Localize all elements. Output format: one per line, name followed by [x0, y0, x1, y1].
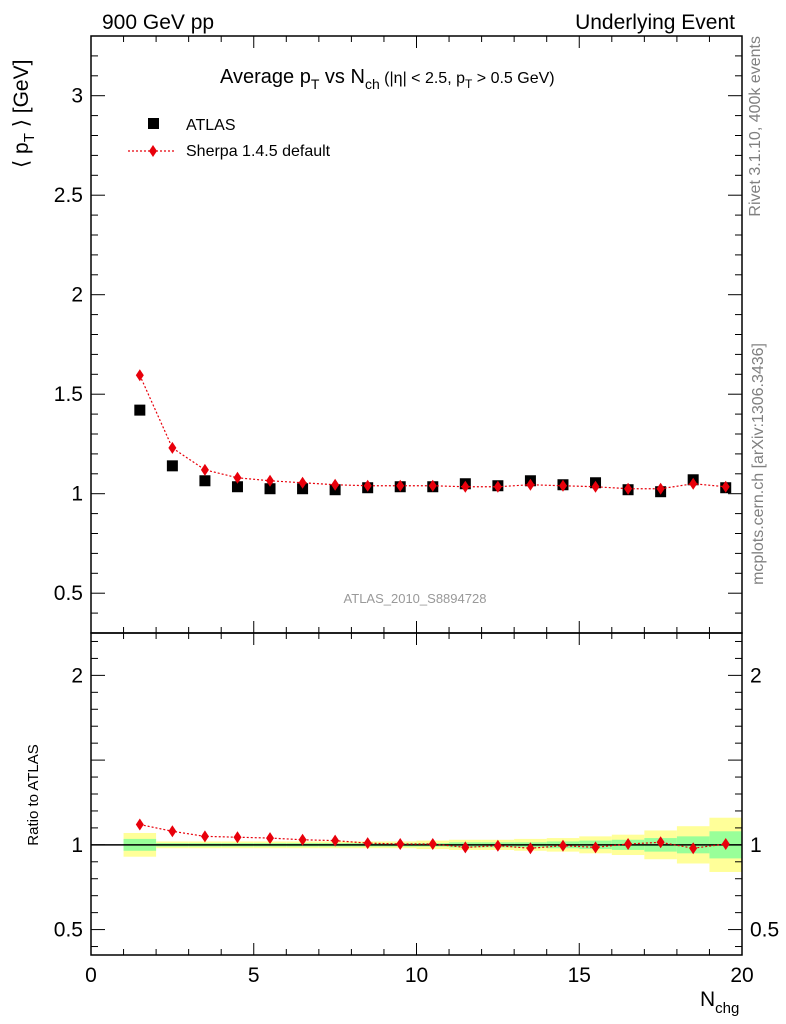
ratio-sherpa-point [526, 842, 535, 855]
x-tick-label: 5 [248, 964, 260, 987]
ratio-panel: 0 5 10 15 20 0.5 0.5 1 1 2 2 [54, 632, 779, 987]
ratio-sherpa-point [396, 837, 405, 850]
ratio-sherpa-point [461, 841, 470, 854]
x-tick-label: 20 [730, 964, 753, 987]
ratio-sherpa-point [331, 834, 340, 847]
sherpa-point [624, 482, 633, 495]
ratio-sherpa-point [363, 837, 372, 850]
sherpa-point [461, 480, 470, 493]
sherpa-point [721, 480, 730, 493]
legend-marker-sherpa [149, 145, 157, 157]
main-y-tick-label: 0.5 [54, 582, 83, 605]
main-ylabel: ⟨ pT ⟩ [GeV] [10, 60, 38, 168]
sherpa-point [656, 482, 665, 495]
ratio-sherpa-point [591, 841, 600, 854]
x-tick-label: 0 [85, 964, 97, 987]
ratio-y-tick-label: 0.5 [54, 919, 83, 942]
analysis-watermark: ATLAS_2010_S8894728 [344, 591, 487, 606]
main-y-tick-label: 2 [71, 284, 83, 307]
sherpa-point [558, 479, 567, 492]
sherpa-point [168, 441, 177, 454]
main-y-tick-label: 2.5 [54, 184, 83, 207]
ratio-y-tick-label: 1 [71, 834, 83, 857]
ratio-sherpa-point [624, 837, 633, 850]
ratio-sherpa-point [266, 832, 275, 845]
sherpa-point [298, 476, 307, 489]
main-y-tick-label: 1 [71, 483, 83, 506]
main-title: Average pT vs Nch (|η| < 2.5, pT > 0.5 G… [220, 66, 555, 92]
x-axis-label: Nchg [700, 988, 739, 1017]
sherpa-point [331, 478, 340, 491]
ratio-sherpa-point [558, 839, 567, 852]
atlas-point [166, 460, 178, 472]
mcplots-label: mcplots.cern.ch [arXiv:1306.3436] [750, 343, 767, 585]
sherpa-point [233, 471, 242, 484]
legend: ATLAS Sherpa 1.4.5 default [128, 117, 331, 160]
ratio-sherpa-point [168, 825, 177, 838]
sherpa-point [689, 477, 698, 490]
ratio-sherpa-point [493, 839, 502, 852]
ratio-sherpa-point [689, 842, 698, 855]
ratio-sherpa-point [233, 831, 242, 844]
legend-label-sherpa: Sherpa 1.4.5 default [186, 143, 331, 160]
sherpa-point [266, 474, 275, 487]
ratio-ylabel: Ratio to ATLAS [25, 744, 42, 845]
atlas-point [231, 481, 243, 493]
ratio-sherpa-point [721, 837, 730, 850]
atlas-point [264, 483, 276, 495]
ratio-y-tick-label-right: 2 [750, 664, 762, 687]
legend-label-atlas: ATLAS [186, 117, 236, 134]
sherpa-point [200, 463, 209, 476]
x-tick-label: 15 [568, 964, 591, 987]
ratio-sherpa-point [656, 836, 665, 849]
sherpa-point [396, 479, 405, 492]
ratio-y-tick-label-right: 1 [750, 834, 762, 857]
header-left: 900 GeV pp [102, 11, 214, 34]
main-y-tick-label: 3 [71, 85, 83, 108]
ratio-sherpa-point [200, 830, 209, 843]
sherpa-point [135, 369, 144, 382]
ratio-sherpa-point [428, 837, 437, 850]
ratio-sherpa-point [298, 833, 307, 846]
rivet-label: Rivet 3.1.10, 400k events [747, 36, 764, 217]
main-y-tick-label: 1.5 [54, 383, 83, 406]
atlas-point [199, 475, 211, 487]
sherpa-line [139, 375, 726, 490]
sherpa-point [363, 479, 372, 492]
sherpa-point [428, 479, 437, 492]
atlas-point [134, 404, 146, 416]
header-right: Underlying Event [575, 11, 735, 34]
legend-marker-atlas [148, 118, 159, 129]
ratio-frame [90, 632, 743, 956]
ratio-bands [91, 817, 742, 872]
ratio-y-tick-label-right: 0.5 [750, 919, 779, 942]
x-tick-label: 10 [405, 964, 428, 987]
sherpa-point [526, 478, 535, 491]
sherpa-point [591, 480, 600, 493]
ratio-sherpa-point [135, 818, 144, 831]
ratio-y-tick-label: 2 [71, 664, 83, 687]
sherpa-point [493, 480, 502, 493]
